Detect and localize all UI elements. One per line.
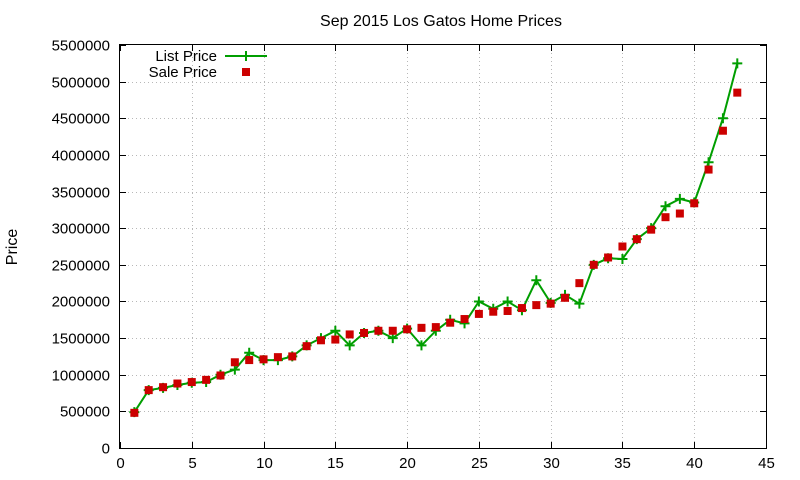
y-tick-label: 1000000 — [52, 368, 110, 385]
y-axis-label: Price — [4, 229, 21, 266]
x-tick-label: 0 — [116, 455, 124, 472]
sale-price-point — [489, 307, 498, 316]
sale-price-point — [503, 306, 512, 315]
sale-price-point — [245, 356, 254, 365]
list-price-point — [531, 275, 542, 286]
sale-price-point — [718, 126, 727, 135]
sale-price-point — [618, 242, 627, 251]
sale-price-point — [604, 253, 613, 262]
x-tick-label: 15 — [327, 455, 344, 472]
sale-price-point — [460, 315, 469, 324]
legend: List Price Sale Price — [149, 48, 267, 81]
y-tick-label: 2000000 — [52, 294, 110, 311]
sale-price-point — [690, 199, 699, 208]
x-tick-label: 25 — [471, 455, 488, 472]
sale-price-point — [302, 342, 311, 351]
sale-price-point — [173, 379, 182, 388]
sale-price-point — [417, 323, 426, 332]
x-tick-label: 10 — [256, 455, 273, 472]
sale-price-point — [532, 301, 541, 310]
sale-price-point — [517, 304, 526, 313]
x-tick-label: 35 — [614, 455, 631, 472]
legend-marker-sale-price — [242, 68, 250, 76]
sale-price-point — [431, 323, 440, 332]
y-tick-label: 4500000 — [52, 111, 110, 128]
sale-price-point — [675, 209, 684, 218]
sale-price-point — [187, 378, 196, 387]
sale-price-point — [316, 336, 325, 345]
list-price-point — [473, 296, 484, 307]
sale-price-point — [403, 325, 412, 334]
list-price-point — [330, 325, 341, 336]
y-tick-label: 4000000 — [52, 148, 110, 165]
sale-price-point — [288, 352, 297, 361]
sale-price-point — [273, 353, 282, 362]
sale-price-point — [216, 371, 225, 380]
sale-price-point — [632, 235, 641, 244]
legend-label-sale-price: Sale Price — [149, 64, 217, 81]
sale-price-point — [546, 299, 555, 308]
grid — [120, 45, 766, 448]
y-tick-label: 0 — [102, 441, 110, 458]
sale-price-point — [159, 383, 168, 392]
y-tick-label: 3000000 — [52, 221, 110, 238]
y-tick-label: 3500000 — [52, 185, 110, 202]
list-price-point — [344, 340, 355, 351]
legend-label-list-price: List Price — [155, 48, 217, 65]
sale-price-point — [345, 330, 354, 339]
list-price-point — [574, 298, 585, 309]
sale-price-point — [575, 279, 584, 288]
list-price-line — [133, 63, 739, 413]
sale-price-point — [202, 375, 211, 384]
x-tick-label: 40 — [686, 455, 703, 472]
x-tick-label: 30 — [543, 455, 560, 472]
sale-price-point — [259, 355, 268, 364]
list-price-point — [660, 201, 671, 212]
sale-price-point — [661, 213, 670, 222]
data-series — [129, 58, 743, 418]
sale-price-point — [230, 358, 239, 367]
sale-price-point — [374, 326, 383, 335]
sale-price-point — [647, 225, 656, 234]
list-price-point — [502, 296, 513, 307]
y-tick-label: 1500000 — [52, 331, 110, 348]
sale-price-point — [446, 318, 455, 327]
legend-marker-list-price — [241, 51, 251, 61]
list-price-point — [674, 193, 685, 204]
list-price-point — [617, 253, 628, 264]
sale-price-point — [589, 260, 598, 269]
sale-price-point — [388, 326, 397, 335]
sale-price-point — [360, 328, 369, 337]
y-tick-label: 5500000 — [52, 38, 110, 55]
sale-price-point — [474, 309, 483, 318]
sale-price-point — [561, 293, 570, 302]
sale-price-point — [733, 88, 742, 97]
sale-price-point — [144, 386, 153, 395]
y-tick-label: 500000 — [60, 404, 110, 421]
sale-price-point — [130, 408, 139, 417]
y-tick-label: 2500000 — [52, 258, 110, 275]
sale-price-point — [704, 165, 713, 174]
list-price-point — [732, 58, 743, 69]
plot-frame — [119, 44, 767, 449]
sale-price-point — [331, 335, 340, 344]
y-tick-label: 5000000 — [52, 75, 110, 92]
chart-title: Sep 2015 Los Gatos Home Prices — [320, 13, 562, 30]
list-price-point — [416, 340, 427, 351]
x-tick-label: 20 — [399, 455, 416, 472]
list-price-point — [717, 113, 728, 124]
x-tick-label: 5 — [188, 455, 196, 472]
x-tick-label: 45 — [758, 455, 775, 472]
axis-ticks: 0 5 10 15 20 25 30 35 40 45 0 500000 1000000 1500000 2… — [52, 38, 775, 473]
